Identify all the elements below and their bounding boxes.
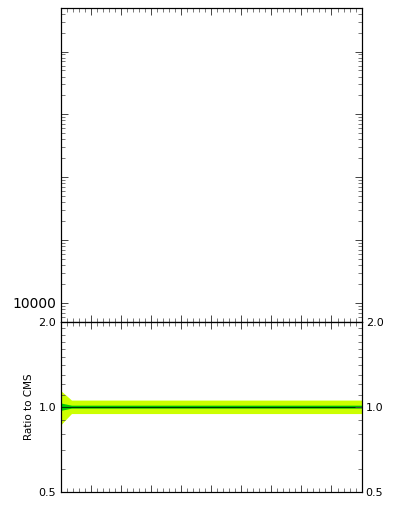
Y-axis label: Ratio to CMS: Ratio to CMS bbox=[24, 373, 34, 440]
